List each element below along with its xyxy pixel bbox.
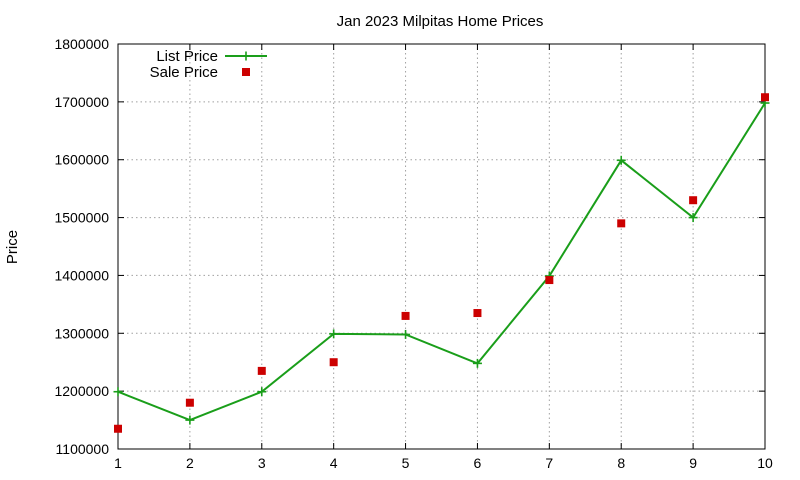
legend-square-marker [242, 68, 250, 76]
sale-price-point [617, 219, 626, 228]
sale-price-point [329, 358, 338, 367]
list-price-point [688, 213, 698, 223]
y-tick-label: 1800000 [54, 36, 109, 52]
y-axis-label: Price [4, 230, 21, 264]
x-tick-label: 6 [474, 455, 482, 471]
legend-label: Sale Price [150, 64, 218, 81]
y-tick-label: 1600000 [54, 152, 109, 168]
list-price-point [616, 155, 626, 165]
y-tick-label: 1400000 [54, 267, 109, 283]
y-tick-label: 1300000 [54, 325, 109, 341]
legend-plus-marker [241, 51, 251, 61]
plot-frame [117, 43, 766, 450]
series-2 [114, 93, 769, 433]
sale-price-point [761, 93, 769, 102]
x-tick-label: 3 [258, 455, 266, 471]
y-tick-label: 1200000 [54, 383, 109, 399]
list-price-point [472, 358, 482, 368]
x-tick-label: 4 [330, 455, 338, 471]
list-price-point [257, 387, 267, 397]
legend-label: List Price [156, 48, 218, 65]
axis-ticks: 1 2 3 4 5 6 7 8 9 10 1100000 1200000 1300000 1400000 1… [54, 36, 773, 471]
x-tick-label: 8 [617, 455, 625, 471]
x-tick-label: 5 [402, 455, 410, 471]
x-tick-label: 7 [545, 455, 553, 471]
series-1 [113, 98, 770, 425]
sale-price-point [185, 398, 194, 407]
sale-price-point [545, 276, 554, 285]
series-layer [113, 93, 770, 433]
y-tick-label: 1500000 [54, 210, 109, 226]
list-price-line [117, 102, 766, 422]
sale-price-point [689, 196, 698, 205]
sale-price-point [257, 366, 266, 375]
x-tick-label: 1 [114, 455, 122, 471]
sale-price-point [473, 309, 482, 318]
list-price-point [329, 329, 339, 339]
y-tick-label: 1100000 [56, 441, 110, 457]
list-price-point [401, 329, 411, 339]
x-tick-label: 10 [757, 455, 773, 471]
x-tick-label: 9 [689, 455, 697, 471]
sale-price-point [401, 311, 410, 320]
list-price-point [113, 387, 123, 397]
grid-lines [117, 43, 766, 450]
chart-title: Jan 2023 Milpitas Home Prices [337, 13, 544, 30]
y-tick-label: 1700000 [54, 94, 109, 110]
sale-price-point [114, 424, 122, 433]
x-tick-label: 2 [186, 455, 194, 471]
list-price-point [185, 415, 195, 425]
